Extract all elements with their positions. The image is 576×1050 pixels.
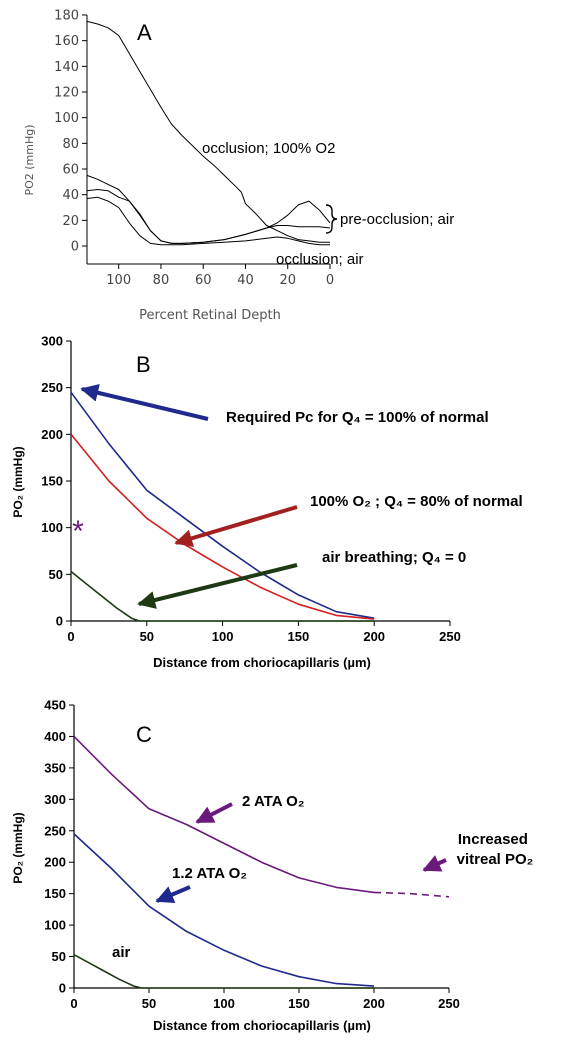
- panel-c-series-line-1: [373, 891, 450, 898]
- panel-c-annotation-2ata: 2 ATA O₂: [242, 793, 305, 810]
- panel-c-y-tick-label: 0: [59, 981, 66, 996]
- panel-c-label: C: [136, 722, 152, 747]
- panel-b-y-tick-label: 50: [49, 567, 63, 582]
- panel-b-lines: [70, 391, 375, 622]
- panel-b-series-line-2: [70, 570, 375, 622]
- panel-b: 0 50 100 150 200 250 300 0 50 100 150 200 250 B PO₂ …: [11, 334, 523, 671]
- panel-c-y-tick-label: 50: [52, 949, 66, 964]
- panel-c-x-axis-label: Distance from choriocapillaris (µm): [153, 1018, 371, 1033]
- panel-b-annotation-air: air breathing; Q₄ = 0: [322, 549, 466, 566]
- panel-a-y-tick-label: 60: [62, 163, 79, 178]
- panel-a-y-tick-label: 160: [54, 34, 79, 49]
- panel-c-lines: [73, 735, 450, 989]
- panel-a-y-axis-label: PO2 (mmHg): [23, 124, 36, 195]
- panel-a-y-tick-label: 20: [62, 214, 79, 229]
- panel-b-arrow-green: [137, 563, 298, 609]
- panel-c-y-tick-label: 150: [44, 886, 66, 901]
- panel-b-label: B: [136, 352, 151, 377]
- panel-c-y-tick-label: 300: [44, 792, 66, 807]
- panel-b-asterisk: *: [72, 515, 84, 548]
- panel-b-x-tick-label: 100: [212, 629, 234, 644]
- panel-b-series-line-0: [70, 391, 375, 619]
- panel-b-x-tick-label: 50: [140, 629, 154, 644]
- panel-b-arrow-blue: [80, 383, 209, 421]
- panel-c-x-tick-label: 0: [70, 996, 77, 1011]
- panel-b-annotation-100-o2: 100% O₂ ; Q₄ = 80% of normal: [310, 493, 523, 510]
- panel-a-lines: [86, 20, 331, 246]
- panel-b-series-line-1: [70, 433, 375, 620]
- panel-a-annotation-pre-occlusion: pre-occlusion; air: [340, 211, 454, 228]
- panel-a-y-tick-label: 100: [54, 111, 79, 126]
- panel-c-annotation-vitreal-line2: vitreal PO₂: [457, 851, 534, 868]
- panel-c-series-line-2: [73, 833, 375, 987]
- panel-c-arrow-2ata: [195, 802, 233, 824]
- panel-c-y-axis-label: PO₂ (mmHg): [11, 812, 25, 883]
- panel-a-series-line-0: [86, 20, 330, 243]
- panel-a-y-tick-label: 140: [54, 60, 79, 75]
- panel-c-annotation-vitreal: Increased vitreal PO₂: [457, 831, 534, 868]
- panel-a-x-tick-label: 80: [153, 273, 170, 288]
- panel-a-x-axis-label: Percent Retinal Depth: [139, 308, 281, 323]
- panel-a-x-tick-label: 60: [195, 273, 212, 288]
- panel-b-annotation-required: Required Pc for Q₄ = 100% of normal: [226, 409, 489, 426]
- panel-c-y-tick-label: 100: [44, 918, 66, 933]
- panel-a-label: A: [137, 20, 152, 45]
- panel-c-annotation-vitreal-line1: Increased: [458, 831, 528, 848]
- panel-c-series-line-3: [73, 953, 374, 989]
- panel-c-x-tick-label: 250: [438, 996, 460, 1011]
- panel-c-x-tick-label: 200: [363, 996, 385, 1011]
- panel-a-annotation-occlusion-o2: occlusion; 100% O2: [202, 140, 335, 157]
- panel-b-x-tick-label: 250: [439, 629, 461, 644]
- panel-c-x-tick-label: 100: [213, 996, 235, 1011]
- panel-b-y-tick-label: 150: [41, 474, 63, 489]
- panel-b-x-tick-label: 200: [363, 629, 385, 644]
- panel-b-y-tick-label: 250: [41, 380, 63, 395]
- panel-c-x-tick-label: 150: [288, 996, 310, 1011]
- panel-c-series-line-0: [73, 735, 375, 894]
- panel-a-x-tick-label: 40: [237, 273, 254, 288]
- panel-b-y-axis-label: PO₂ (mmHg): [11, 446, 25, 517]
- panel-a-x-tick-label: 0: [326, 273, 334, 288]
- panel-c: 0 50 100 150 200 250 300 350 400 450 0 50 100 150 200 2…: [11, 698, 533, 1034]
- panel-a-x-tick-label: 100: [106, 273, 131, 288]
- panel-a-y-tick-label: 180: [54, 9, 79, 24]
- panel-a-y-tick-label: 120: [54, 86, 79, 101]
- panel-a-x-tick-label: 20: [279, 273, 296, 288]
- panel-a-annotation-occlusion-air: occlusion; air: [276, 251, 364, 268]
- panel-a-ticks: 0 20 40 60 80 100 120 140 160 180 100 80 60 40 20 0: [54, 9, 334, 289]
- panel-c-y-tick-label: 250: [44, 823, 66, 838]
- panel-b-y-tick-label: 200: [41, 427, 63, 442]
- panel-c-annotation-air: air: [112, 944, 131, 961]
- panel-a-y-tick-label: 40: [62, 188, 79, 203]
- panel-a: 0 20 40 60 80 100 120 140 160 180 100 80 60 40 20 0 A P…: [23, 9, 454, 324]
- panel-c-y-tick-label: 400: [44, 729, 66, 744]
- panel-a-brace: [325, 204, 338, 234]
- panel-b-ticks: 0 50 100 150 200 250 300 0 50 100 150 200 250: [41, 334, 461, 645]
- panel-c-x-tick-label: 50: [142, 996, 156, 1011]
- panel-b-y-tick-label: 100: [41, 520, 63, 535]
- panel-c-y-tick-label: 450: [44, 698, 66, 713]
- panel-a-series-line-2: [86, 189, 331, 244]
- panel-c-arrow-vitreal: [422, 855, 447, 872]
- panel-b-y-tick-label: 300: [41, 334, 63, 349]
- panel-a-y-tick-label: 80: [62, 137, 79, 152]
- panel-b-arrow-red: [174, 505, 298, 548]
- panel-b-x-axis-label: Distance from choriocapillaris (µm): [153, 655, 371, 670]
- panel-c-y-tick-label: 200: [44, 855, 66, 870]
- panel-c-annotation-12ata: 1.2 ATA O₂: [172, 865, 247, 882]
- panel-b-x-tick-label: 150: [288, 629, 310, 644]
- panel-c-arrow-12ata: [155, 885, 191, 903]
- panel-b-x-tick-label: 0: [67, 629, 74, 644]
- panel-a-y-tick-label: 0: [71, 240, 79, 255]
- panel-b-y-tick-label: 0: [56, 614, 63, 629]
- panel-a-series-line-1: [86, 174, 331, 244]
- panel-c-ticks: 0 50 100 150 200 250 300 350 400 450 0 50 100 150 200 2…: [44, 698, 460, 1012]
- panel-a-series-line-3: [86, 196, 330, 246]
- panel-c-y-tick-label: 350: [44, 760, 66, 775]
